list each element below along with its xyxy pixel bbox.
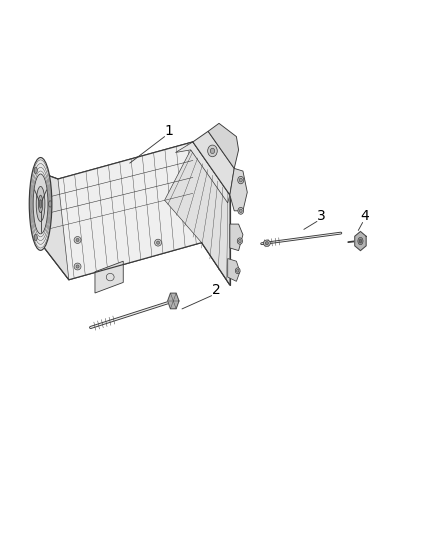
Ellipse shape xyxy=(29,158,52,251)
Polygon shape xyxy=(36,171,69,280)
Ellipse shape xyxy=(235,268,240,273)
Polygon shape xyxy=(36,142,230,285)
Ellipse shape xyxy=(39,195,43,213)
Ellipse shape xyxy=(155,239,162,246)
Ellipse shape xyxy=(49,201,52,207)
Ellipse shape xyxy=(238,176,244,184)
Text: 4: 4 xyxy=(360,209,369,223)
Ellipse shape xyxy=(237,238,243,244)
Polygon shape xyxy=(193,131,234,195)
Ellipse shape xyxy=(34,167,37,174)
Polygon shape xyxy=(165,150,230,285)
Ellipse shape xyxy=(208,145,217,157)
Polygon shape xyxy=(355,231,366,251)
Text: 2: 2 xyxy=(212,284,221,297)
Polygon shape xyxy=(168,293,179,309)
Polygon shape xyxy=(230,224,243,251)
Ellipse shape xyxy=(239,209,242,213)
Polygon shape xyxy=(176,142,230,203)
Ellipse shape xyxy=(263,240,270,246)
Ellipse shape xyxy=(239,178,242,182)
Ellipse shape xyxy=(74,263,81,270)
Ellipse shape xyxy=(76,238,79,241)
Ellipse shape xyxy=(74,237,81,244)
Ellipse shape xyxy=(238,207,244,214)
Ellipse shape xyxy=(39,200,42,208)
Ellipse shape xyxy=(34,235,37,240)
Ellipse shape xyxy=(33,174,48,234)
Ellipse shape xyxy=(265,241,268,245)
Ellipse shape xyxy=(210,148,215,154)
Ellipse shape xyxy=(239,239,241,243)
Ellipse shape xyxy=(358,237,363,245)
Text: 3: 3 xyxy=(317,209,325,223)
Polygon shape xyxy=(95,261,123,293)
Ellipse shape xyxy=(156,241,159,244)
Polygon shape xyxy=(228,259,240,281)
Polygon shape xyxy=(36,142,230,280)
Ellipse shape xyxy=(237,269,239,272)
Polygon shape xyxy=(230,168,247,211)
Text: 1: 1 xyxy=(165,124,173,138)
Ellipse shape xyxy=(76,265,79,268)
Polygon shape xyxy=(208,123,239,168)
Ellipse shape xyxy=(36,187,45,221)
Ellipse shape xyxy=(359,239,362,243)
